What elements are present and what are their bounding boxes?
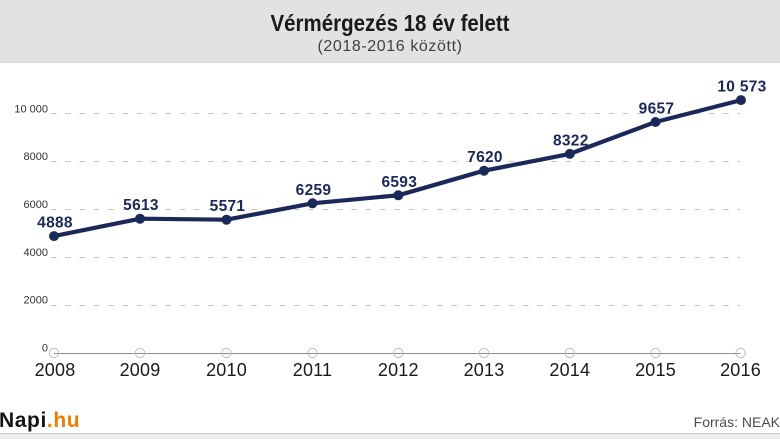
svg-text:4888: 4888: [37, 215, 73, 232]
svg-text:2013: 2013: [464, 360, 505, 380]
svg-text:2014: 2014: [549, 360, 590, 380]
svg-text:2008: 2008: [35, 360, 76, 380]
svg-text:6259: 6259: [296, 182, 332, 199]
svg-text:7620: 7620: [467, 149, 503, 166]
svg-text:2000: 2000: [24, 295, 48, 307]
svg-text:2012: 2012: [378, 360, 419, 380]
svg-text:8000: 8000: [24, 151, 48, 163]
svg-text:10 573: 10 573: [717, 79, 766, 96]
svg-text:6000: 6000: [24, 199, 48, 211]
svg-text:4000: 4000: [24, 247, 48, 259]
svg-text:5613: 5613: [123, 197, 159, 214]
svg-text:5571: 5571: [210, 198, 246, 215]
svg-text:8322: 8322: [553, 132, 589, 149]
svg-text:6593: 6593: [381, 174, 417, 191]
svg-text:9657: 9657: [639, 101, 675, 118]
svg-text:2015: 2015: [635, 360, 676, 380]
svg-text:10 000: 10 000: [14, 103, 48, 115]
svg-text:2011: 2011: [293, 360, 333, 380]
svg-text:2010: 2010: [206, 360, 247, 380]
svg-text:2016: 2016: [720, 360, 761, 380]
svg-text:2009: 2009: [120, 360, 161, 380]
svg-text:0: 0: [42, 343, 48, 355]
